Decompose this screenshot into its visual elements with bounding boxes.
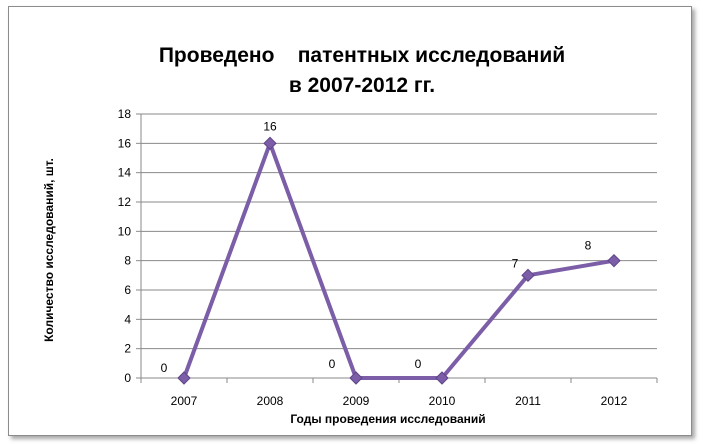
series-line [182,141,615,380]
x-axis-label: Годы проведения исследований [290,412,485,426]
x-tick-label: 2008 [257,394,284,408]
y-tick-label: 0 [124,371,131,385]
y-axis-label: Количество исследований, шт. [42,158,56,342]
y-tick-label: 16 [118,136,132,150]
data-label: 7 [512,256,519,270]
y-tick-label: 4 [124,312,131,326]
x-tick-label: 2010 [429,394,456,408]
data-label: 0 [161,361,168,375]
data-labels: 0 16 0 0 7 8 [161,119,592,375]
data-point-marker [263,136,277,151]
data-point-marker [607,253,621,268]
x-tick-label: 2009 [343,394,370,408]
y-tick-label: 10 [118,224,132,238]
data-point-marker [349,371,363,385]
data-point-marker [521,268,535,283]
y-tick-label: 6 [124,283,131,297]
gridlines [141,113,657,350]
x-tick-labels: 2007 2008 2009 2010 2011 2012 [171,394,628,408]
data-point-marker [177,371,191,385]
y-tick-label: 12 [118,195,132,209]
x-tick-label: 2011 [515,394,541,408]
data-label: 16 [263,119,277,133]
chart-title-line2: в 2007-2012 гг. [289,74,435,97]
x-tick-label: 2007 [171,394,198,408]
chart-title-line1: Проведено патентных исследований [159,44,565,67]
y-tick-label: 18 [118,107,132,121]
series-line-path [182,141,615,380]
y-tick-label: 14 [118,166,132,180]
data-label: 8 [585,239,592,253]
axes [136,113,658,383]
x-tick-label: 2012 [601,394,628,408]
y-tick-labels: 0 2 4 6 8 10 12 14 16 18 [118,107,132,385]
y-tick-label: 8 [124,254,131,268]
data-point-marker [435,371,449,385]
data-label: 0 [329,357,336,371]
data-label: 0 [415,357,422,371]
series-markers [177,136,621,385]
y-tick-label: 2 [124,342,131,356]
